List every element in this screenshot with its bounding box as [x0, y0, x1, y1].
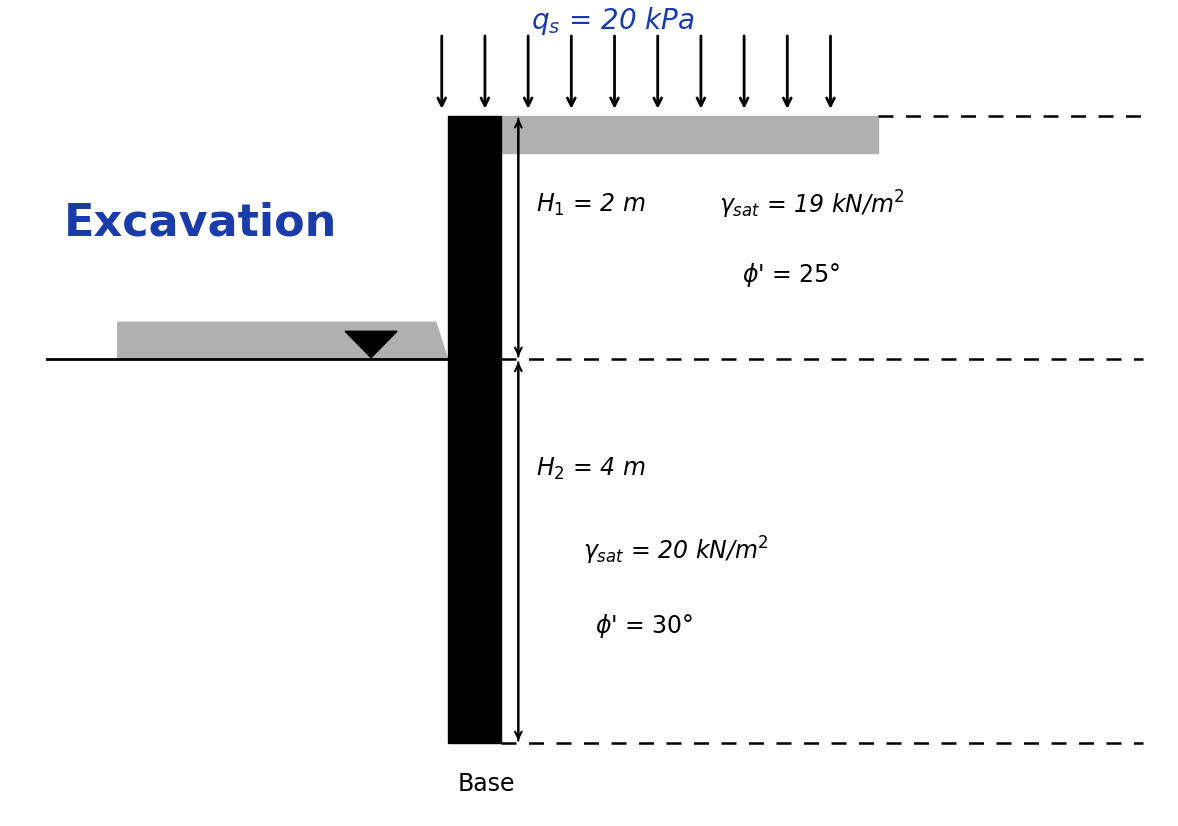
Text: $\phi$' = 25°: $\phi$' = 25° — [742, 261, 841, 289]
Polygon shape — [345, 331, 397, 358]
Polygon shape — [118, 322, 448, 359]
Text: $H_2$ = 4 m: $H_2$ = 4 m — [536, 456, 646, 482]
Text: $\gamma_{sat}$ = 19 kN/m$^2$: $\gamma_{sat}$ = 19 kN/m$^2$ — [719, 188, 905, 221]
Bar — [501, 116, 878, 153]
Text: $q_s$ = 20 kPa: $q_s$ = 20 kPa — [531, 5, 694, 36]
Bar — [448, 116, 501, 743]
Text: $\phi$' = 30°: $\phi$' = 30° — [595, 612, 694, 639]
Text: Base: Base — [457, 772, 515, 796]
Text: $H_1$ = 2 m: $H_1$ = 2 m — [536, 192, 646, 217]
Text: $\gamma_{sat}$ = 20 kN/m$^2$: $\gamma_{sat}$ = 20 kN/m$^2$ — [583, 535, 769, 567]
Text: Excavation: Excavation — [64, 202, 337, 244]
